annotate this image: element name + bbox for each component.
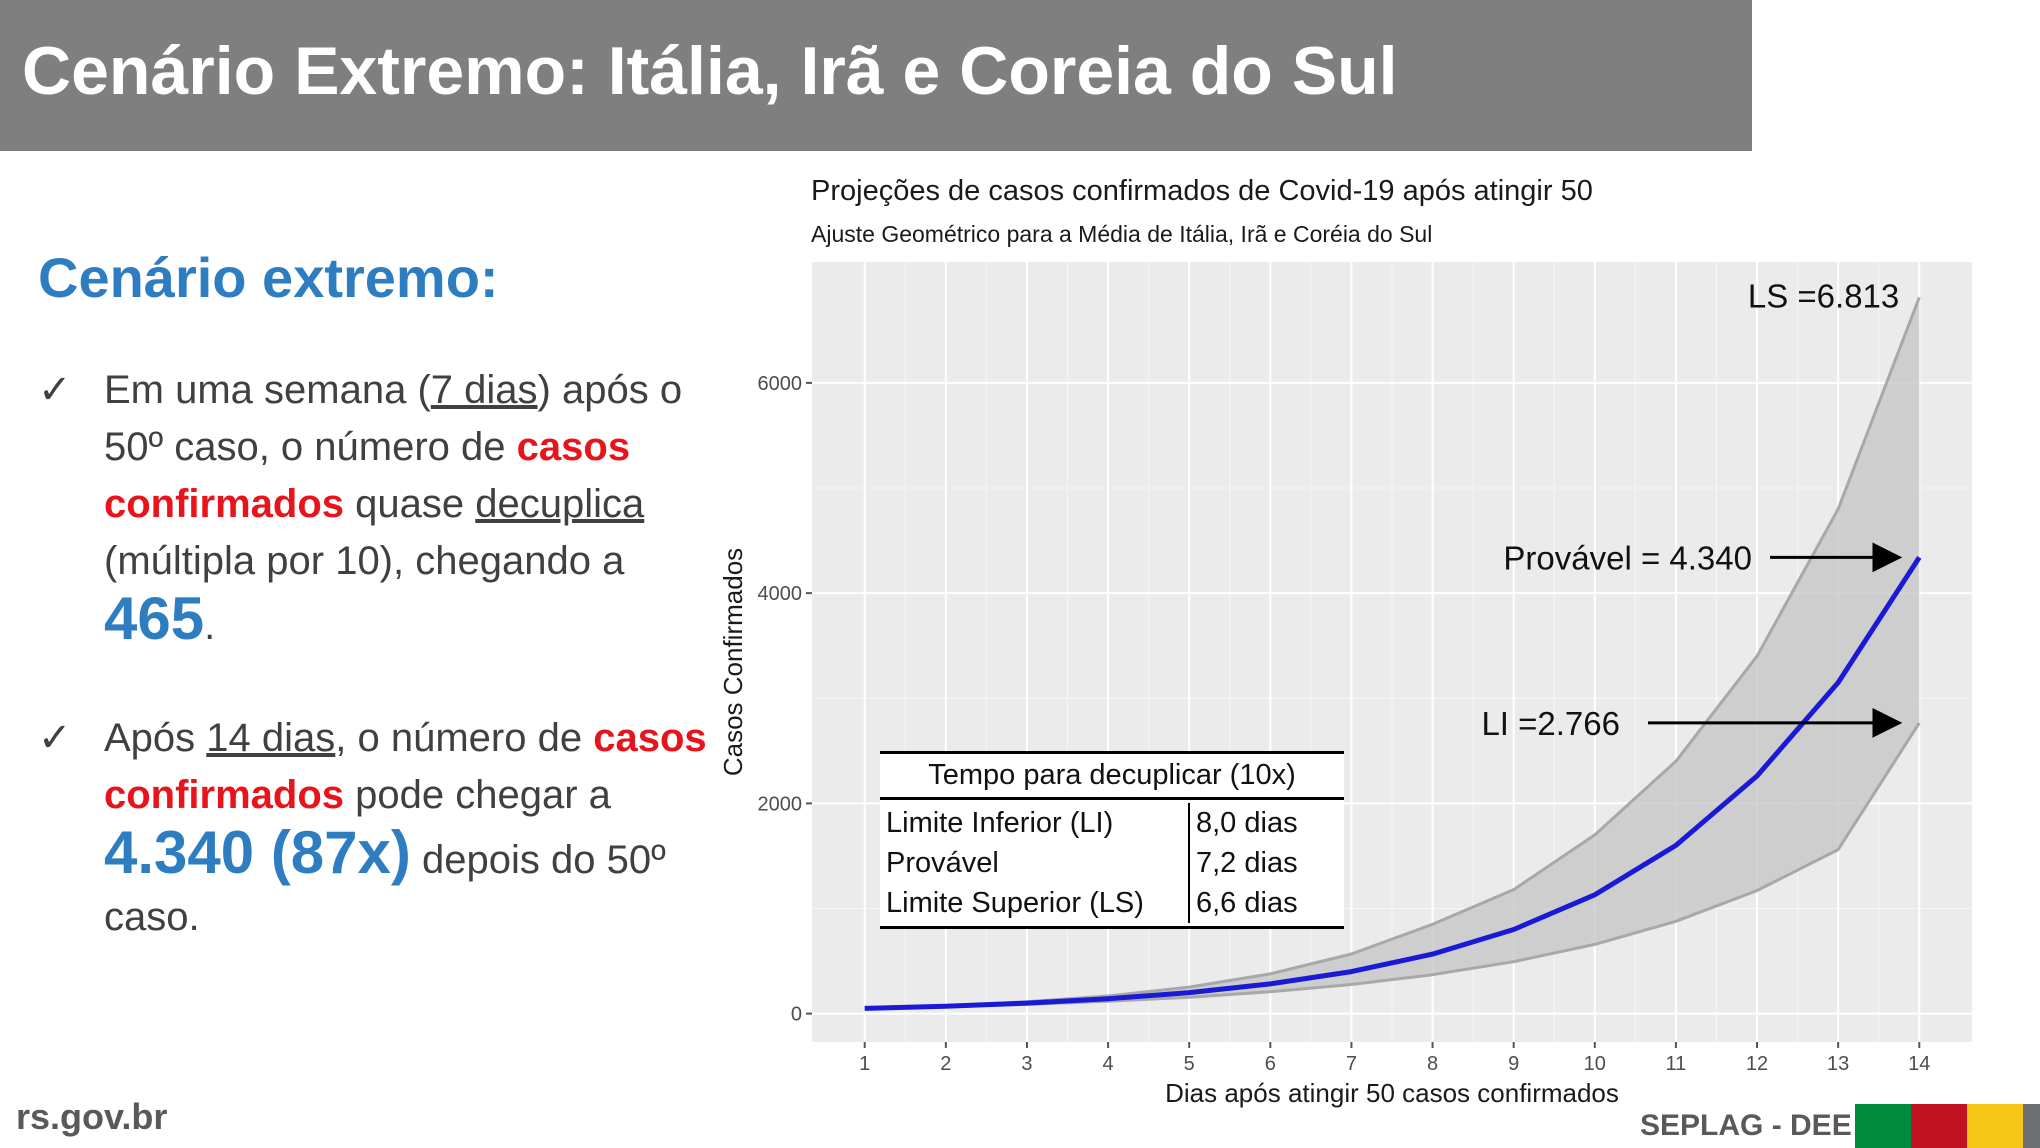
bullet1-text-3: ) após o 50º caso, o número de	[104, 368, 683, 469]
chart-annotations: LS =6.813 Provável = 4.340 LI =2.766	[1481, 277, 1903, 742]
bullet1-decuplica: decuplica	[475, 482, 645, 526]
x-tick-label: 8	[1427, 1053, 1438, 1075]
bullet2-text-1: Após	[104, 716, 207, 760]
bullet1-days: 7 dias	[430, 368, 538, 412]
x-axis-ticks: 1 2 3 4 5 6 7 8 9 10 11 12 13 14	[859, 1042, 1930, 1075]
bullet1-text-5: quase	[344, 482, 476, 526]
annotation-li: LI =2.766	[1481, 705, 1620, 742]
y-tick-label: 0	[791, 1004, 802, 1026]
chart-subtitle: Ajuste Geométrico para a Média de Itália…	[811, 221, 1433, 247]
bullet1-number: 465	[104, 585, 205, 652]
bullet1-highlight: casos confirmados	[104, 425, 631, 526]
y-tick-label: 2000	[758, 793, 803, 815]
bullet1-period: .	[204, 604, 216, 648]
x-tick-label: 1	[859, 1053, 870, 1075]
x-axis-label: Dias após atingir 50 casos confirmados	[1165, 1078, 1619, 1108]
table-row: Limite Superior (LS) 6,6 dias	[880, 883, 1344, 926]
section-title: Cenário extremo:	[38, 246, 499, 309]
series-line-provavel	[864, 556, 1922, 1011]
bullet2-highlight: casos confirmados	[104, 716, 707, 817]
bullet2-text-5: pode chegar a	[344, 773, 611, 817]
x-tick-label: 13	[1827, 1053, 1849, 1075]
x-tick-label: 4	[1103, 1053, 1114, 1075]
x-tick-label: 3	[1021, 1053, 1032, 1075]
page-title: Cenário Extremo: Itália, Irã e Coreia do…	[22, 33, 1398, 109]
y-axis-label: Casos Confirmados	[718, 548, 748, 776]
x-tick-label: 10	[1584, 1053, 1606, 1075]
table-cell-label: Limite Superior (LS)	[880, 883, 1190, 923]
x-tick-label: 7	[1346, 1053, 1357, 1075]
bullet2-text-7: depois do 50º caso.	[104, 838, 666, 939]
chart-title: Projeções de casos confirmados de Covid-…	[811, 175, 1593, 207]
flag-stripe	[1967, 1104, 2023, 1148]
table-cell-value: 6,6 dias	[1196, 887, 1298, 919]
checkmark-icon: ✓	[38, 715, 72, 761]
bullet1-text-7: (múltipla por 10), chegando a	[104, 539, 625, 583]
table-cell-label: Limite Inferior (LI)	[880, 803, 1190, 843]
flag-stripe	[1855, 1104, 1911, 1148]
table-row: Limite Inferior (LI) 8,0 dias	[880, 800, 1344, 843]
flag-stripe	[1911, 1104, 1967, 1148]
flag-stripe	[2023, 1104, 2040, 1148]
bullet-two-weeks: ✓ Após 14 dias, o número de casos confir…	[38, 710, 718, 946]
bullet2-text-3: , o número de	[335, 716, 594, 760]
x-tick-label: 14	[1908, 1053, 1930, 1075]
x-tick-label: 5	[1184, 1053, 1195, 1075]
x-tick-label: 9	[1508, 1053, 1519, 1075]
header-bar: Cenário Extremo: Itália, Irã e Coreia do…	[0, 0, 1752, 151]
x-tick-label: 2	[940, 1053, 951, 1075]
table-cell-value: 7,2 dias	[1196, 847, 1298, 879]
decuplication-table-header: Tempo para decuplicar (10x)	[880, 754, 1344, 800]
decuplication-table: Tempo para decuplicar (10x) Limite Infer…	[880, 751, 1344, 929]
x-tick-label: 6	[1265, 1053, 1276, 1075]
x-tick-label: 11	[1666, 1053, 1687, 1075]
footer-org-label: SEPLAG - DEE	[1640, 1109, 1852, 1142]
y-axis-ticks: 0 2000 4000 6000	[758, 373, 812, 1026]
annotation-provavel: Provável = 4.340	[1503, 539, 1752, 576]
table-cell-label: Provável	[880, 843, 1190, 883]
x-tick-label: 12	[1746, 1053, 1768, 1075]
y-tick-label: 6000	[758, 373, 803, 395]
confidence-band	[864, 297, 1920, 1009]
checkmark-icon: ✓	[38, 367, 72, 413]
bullet2-number: 4.340 (87x)	[104, 819, 411, 886]
left-text-panel: Cenário extremo: ✓ Em uma semana (7 dias…	[38, 245, 718, 1001]
table-row: Provável 7,2 dias	[880, 843, 1344, 883]
footer-site-url: rs.gov.br	[16, 1096, 168, 1137]
table-cell-value: 8,0 dias	[1196, 807, 1298, 839]
bullet-one-week: ✓ Em uma semana (7 dias) após o 50º caso…	[38, 362, 718, 655]
bullet1-text-1: Em uma semana (	[104, 368, 431, 412]
y-tick-label: 4000	[758, 583, 803, 605]
annotation-ls: LS =6.813	[1748, 277, 1899, 314]
bullet2-days: 14 dias	[206, 716, 336, 760]
